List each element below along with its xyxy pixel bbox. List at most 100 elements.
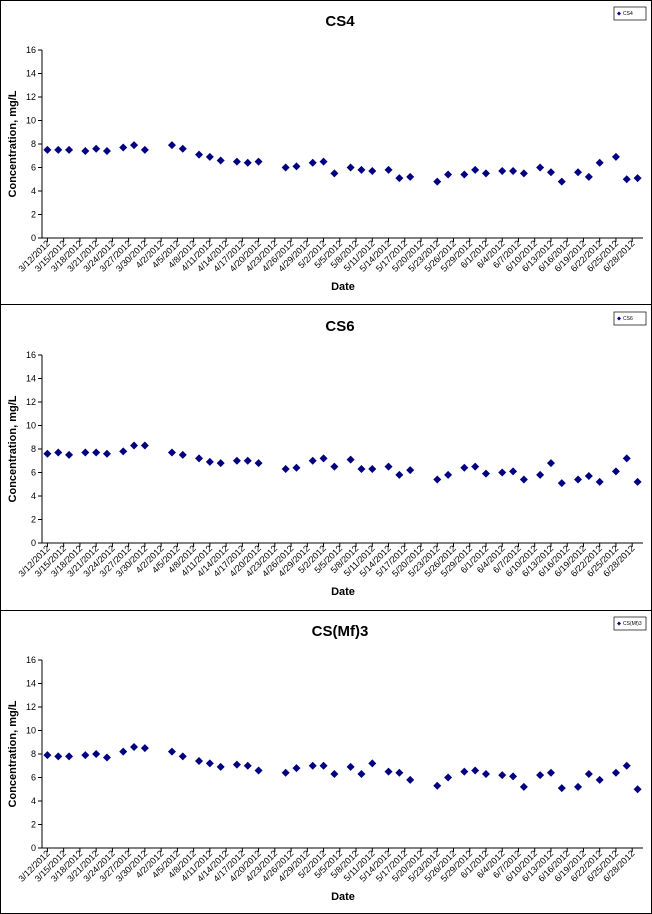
data-point — [92, 750, 101, 758]
data-point — [119, 447, 128, 456]
legend-marker — [617, 621, 621, 626]
data-point — [243, 158, 252, 167]
data-point — [319, 761, 328, 770]
data-point — [384, 767, 393, 776]
data-point — [384, 165, 393, 174]
data-point — [119, 143, 128, 152]
legend-label: CS4 — [623, 11, 633, 17]
data-point — [216, 156, 225, 165]
data-point — [65, 752, 74, 761]
data-point — [481, 769, 490, 778]
data-point — [167, 747, 176, 756]
y-axis-label: Concentration, mg/L — [7, 90, 19, 197]
data-point — [81, 147, 90, 156]
data-point — [611, 467, 620, 476]
data-point — [43, 751, 52, 760]
data-point — [81, 448, 90, 457]
y-tick-label: 16 — [26, 45, 36, 55]
data-point — [119, 747, 128, 756]
data-point — [509, 467, 518, 476]
y-tick-label: 12 — [26, 92, 36, 102]
data-point — [65, 145, 74, 154]
data-point — [498, 167, 507, 176]
data-point — [232, 456, 241, 465]
legend-box — [613, 311, 647, 326]
data-point — [281, 163, 290, 172]
y-tick-label: 8 — [31, 444, 36, 454]
data-point — [54, 145, 63, 154]
data-point — [471, 165, 480, 174]
data-point — [195, 757, 204, 766]
data-point — [595, 775, 604, 784]
y-tick-label: 0 — [31, 538, 36, 548]
data-point — [611, 768, 620, 777]
data-point — [633, 785, 642, 794]
data-point — [102, 449, 111, 458]
data-point — [460, 463, 469, 472]
data-point — [102, 147, 111, 156]
y-tick-label: 0 — [31, 843, 36, 853]
y-tick-label: 6 — [31, 468, 36, 478]
data-point — [346, 163, 355, 172]
data-point — [557, 784, 566, 793]
data-point — [536, 771, 545, 780]
data-point — [130, 742, 139, 751]
y-tick-label: 4 — [31, 491, 36, 501]
data-point — [319, 157, 328, 166]
y-tick-label: 16 — [26, 350, 36, 360]
data-point — [308, 158, 317, 167]
data-point — [178, 144, 187, 153]
data-point — [557, 479, 566, 488]
data-point — [281, 768, 290, 777]
chart-panel: CS402468101214163/12/20123/15/20123/18/2… — [7, 6, 647, 293]
data-point — [444, 470, 453, 479]
data-point — [140, 145, 149, 154]
y-tick-label: 6 — [31, 773, 36, 783]
data-point — [611, 152, 620, 161]
data-point — [498, 468, 507, 477]
data-point — [395, 174, 404, 183]
data-point — [130, 441, 139, 450]
data-point — [584, 472, 593, 481]
data-point — [406, 466, 415, 475]
data-point — [368, 167, 377, 176]
data-point — [140, 744, 149, 753]
data-point — [167, 448, 176, 457]
data-point — [444, 773, 453, 782]
x-axis-label: Date — [331, 891, 355, 903]
data-point — [384, 462, 393, 471]
data-point — [368, 759, 377, 768]
data-point — [584, 769, 593, 778]
x-axis-label: Date — [331, 586, 355, 598]
y-tick-label: 16 — [26, 655, 36, 665]
data-point — [546, 768, 555, 777]
data-point — [346, 455, 355, 464]
data-point — [330, 169, 339, 178]
y-tick-label: 12 — [26, 702, 36, 712]
data-point — [622, 175, 631, 184]
data-point — [444, 170, 453, 179]
data-point — [546, 168, 555, 177]
data-point — [81, 751, 90, 760]
data-point — [243, 761, 252, 770]
y-tick-label: 14 — [26, 374, 36, 384]
data-point — [195, 454, 204, 463]
y-tick-label: 8 — [31, 139, 36, 149]
data-point — [216, 762, 225, 771]
y-tick-label: 14 — [26, 69, 36, 79]
data-point — [330, 769, 339, 778]
data-point — [130, 141, 139, 150]
data-point — [481, 169, 490, 178]
y-axis-label: Concentration, mg/L — [7, 395, 19, 502]
data-point — [43, 449, 52, 458]
data-point — [460, 170, 469, 179]
data-point — [498, 771, 507, 780]
data-point — [622, 454, 631, 463]
data-point — [574, 475, 583, 484]
data-point — [574, 168, 583, 177]
data-point — [357, 769, 366, 778]
legend-box — [613, 6, 647, 21]
data-point — [346, 762, 355, 771]
data-point — [232, 760, 241, 769]
y-tick-label: 2 — [31, 820, 36, 830]
